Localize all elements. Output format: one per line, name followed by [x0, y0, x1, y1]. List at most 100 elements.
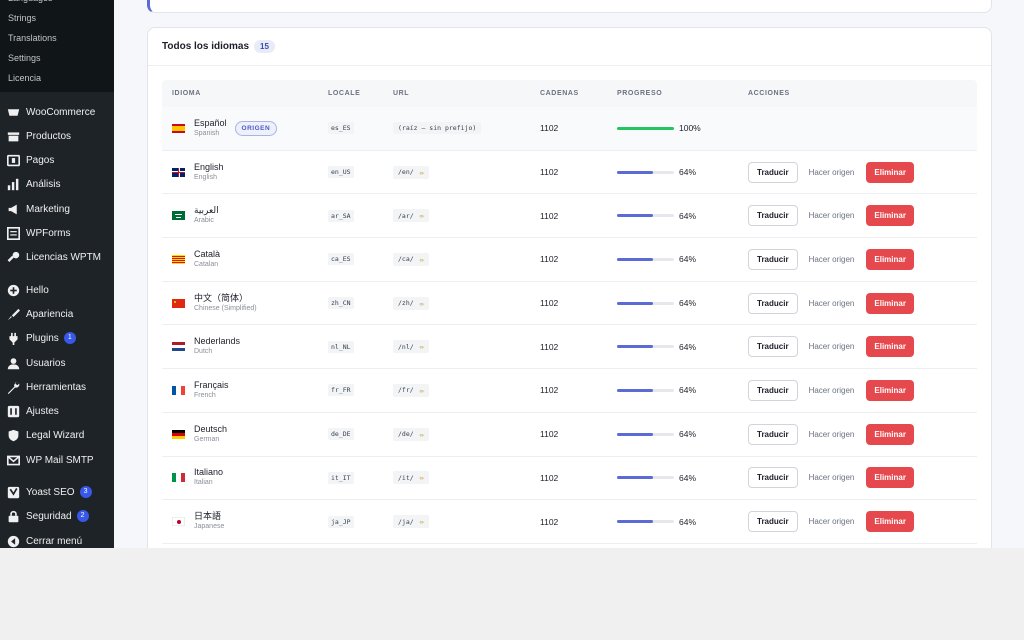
products-icon [6, 129, 20, 143]
make-origin-button[interactable]: Hacer origen [808, 167, 855, 177]
header-url: URL [393, 90, 410, 97]
table-row: Español Spanish ORIGEN es_ES (raíz — sin pre… [162, 107, 977, 151]
translate-button[interactable]: Traducir [748, 248, 798, 270]
translate-button[interactable]: Traducir [748, 511, 798, 533]
pencil-icon[interactable]: ✏ [419, 385, 425, 395]
language-names: Català Catalan [194, 249, 220, 270]
make-origin-button[interactable]: Hacer origen [808, 385, 855, 395]
language-english-name: Dutch [194, 348, 213, 356]
delete-button[interactable]: Eliminar [866, 336, 914, 358]
url-prefix[interactable]: /en/ ✏ [393, 165, 430, 179]
delete-button[interactable]: Eliminar [866, 248, 914, 270]
progress-cell: 64% [617, 500, 696, 543]
url-prefix[interactable]: /nl/ ✏ [393, 340, 430, 354]
sidebar-item-usuarios[interactable]: Usuarios [0, 352, 114, 374]
sidebar-item-apariencia[interactable]: Apariencia [0, 303, 114, 325]
delete-button[interactable]: Eliminar [866, 379, 914, 401]
translate-button[interactable]: Traducir [748, 161, 798, 183]
actions-cell: Traducir Hacer origen Eliminar [748, 500, 914, 543]
sidebar-item-wp-mail-smtp[interactable]: WP Mail SMTP [0, 449, 114, 471]
make-origin-button[interactable]: Hacer origen [808, 298, 855, 308]
delete-button[interactable]: Eliminar [866, 511, 914, 533]
url-prefix[interactable]: /ca/ ✏ [393, 252, 430, 266]
actions-cell: Traducir Hacer origen Eliminar [748, 282, 914, 325]
language-names: Deutsch German [194, 424, 227, 445]
sidebar-item-label: Cerrar menú [26, 535, 83, 547]
sidebar-item-legal-wizard[interactable]: Legal Wizard [0, 424, 114, 446]
language-english-name: German [194, 435, 220, 443]
translate-button[interactable]: Traducir [748, 467, 798, 489]
locale-code: es_ES [328, 122, 354, 135]
url-prefix[interactable]: /de/ ✏ [393, 427, 430, 441]
sidebar-item-hello[interactable]: Hello [0, 279, 114, 301]
translate-button[interactable]: Traducir [748, 336, 798, 358]
submenu-item-strings[interactable]: Strings [8, 13, 37, 23]
delete-button[interactable]: Eliminar [866, 423, 914, 445]
pencil-icon[interactable]: ✏ [419, 167, 425, 177]
update-count-badge: 3 [79, 486, 92, 498]
languages-card: Todos los idiomas 15 IDIOMA LOCALE URL C… [147, 27, 992, 548]
sidebar-item-ajustes[interactable]: Ajustes [0, 400, 114, 422]
url-prefix[interactable]: /it/ ✏ [393, 471, 430, 485]
sidebar-item-cerrar-men-[interactable]: Cerrar menú [0, 530, 114, 548]
sidebar-item-herramientas[interactable]: Herramientas [0, 376, 114, 398]
url-prefix-text: /it/ [398, 473, 414, 482]
lock-icon [6, 509, 20, 523]
make-origin-button[interactable]: Hacer origen [808, 473, 855, 483]
pencil-icon[interactable]: ✏ [419, 429, 425, 439]
sidebar-item-wpforms[interactable]: WPForms [0, 222, 114, 244]
admin-sidebar: Languages Strings Translations Settings … [0, 0, 114, 548]
progress-bar [617, 126, 674, 130]
locale-code: en_US [328, 166, 354, 179]
make-origin-button[interactable]: Hacer origen [808, 429, 855, 439]
submenu-item-licencia[interactable]: Licencia [8, 73, 42, 83]
locale-cell: it_IT [328, 457, 354, 500]
table-row: Français French fr_FR/fr/ ✏ 1102 64% Traducir H… [162, 369, 977, 413]
submenu-item-settings[interactable]: Settings [8, 53, 41, 63]
pencil-icon[interactable]: ✏ [419, 298, 425, 308]
sidebar-item-productos[interactable]: Productos [0, 125, 114, 147]
url-prefix[interactable]: /ja/ ✏ [393, 515, 430, 529]
delete-button[interactable]: Eliminar [866, 161, 914, 183]
translate-button[interactable]: Traducir [748, 292, 798, 314]
sidebar-item-pagos[interactable]: Pagos [0, 149, 114, 171]
make-origin-button[interactable]: Hacer origen [808, 254, 855, 264]
make-origin-button[interactable]: Hacer origen [808, 211, 855, 221]
translate-button[interactable]: Traducir [748, 379, 798, 401]
locale-code: zh_CN [328, 297, 354, 310]
pencil-icon[interactable]: ✏ [419, 473, 425, 483]
progress-cell: 64% [617, 457, 696, 500]
url-cell: /en/ ✏ [393, 151, 430, 194]
strings-count: 1102 [540, 123, 559, 134]
submenu-item-languages[interactable]: Languages [0, 0, 114, 8]
sidebar-item-seguridad[interactable]: Seguridad 2 [0, 505, 114, 527]
flag-es-icon [172, 123, 185, 133]
make-origin-button[interactable]: Hacer origen [808, 517, 855, 527]
sidebar-item-label: Análisis [26, 178, 61, 190]
sidebar-item-an-lisis[interactable]: Análisis [0, 173, 114, 195]
make-origin-button[interactable]: Hacer origen [808, 342, 855, 352]
translate-button[interactable]: Traducir [748, 205, 798, 227]
table-row: Italiano Italian it_IT/it/ ✏ 1102 64% Traducir… [162, 457, 977, 501]
delete-button[interactable]: Eliminar [866, 467, 914, 489]
pencil-icon[interactable]: ✏ [419, 254, 425, 264]
url-prefix[interactable]: /fr/ ✏ [393, 383, 430, 397]
delete-button[interactable]: Eliminar [866, 292, 914, 314]
pencil-icon[interactable]: ✏ [419, 211, 425, 221]
language-cell: Français French [172, 369, 229, 412]
translate-button[interactable]: Traducir [748, 423, 798, 445]
sidebar-item-yoast-seo[interactable]: Yoast SEO 3 [0, 481, 114, 503]
url-prefix[interactable]: /zh/ ✏ [393, 296, 430, 310]
submenu-item-translations[interactable]: Translations [8, 33, 57, 43]
language-native-name: Català [194, 248, 221, 259]
locale-cell: ja_JP [328, 500, 354, 543]
url-prefix[interactable]: /ar/ ✏ [393, 209, 430, 223]
pencil-icon[interactable]: ✏ [419, 342, 425, 352]
delete-button[interactable]: Eliminar [866, 205, 914, 227]
language-english-name: Chinese (Simplified) [194, 304, 257, 312]
sidebar-item-licencias-wptm[interactable]: Licencias WPTM [0, 246, 114, 268]
sidebar-item-plugins[interactable]: Plugins 1 [0, 327, 114, 349]
sidebar-item-woocommerce[interactable]: WooCommerce [0, 101, 114, 123]
sidebar-item-marketing[interactable]: Marketing [0, 198, 114, 220]
pencil-icon[interactable]: ✏ [419, 517, 425, 527]
